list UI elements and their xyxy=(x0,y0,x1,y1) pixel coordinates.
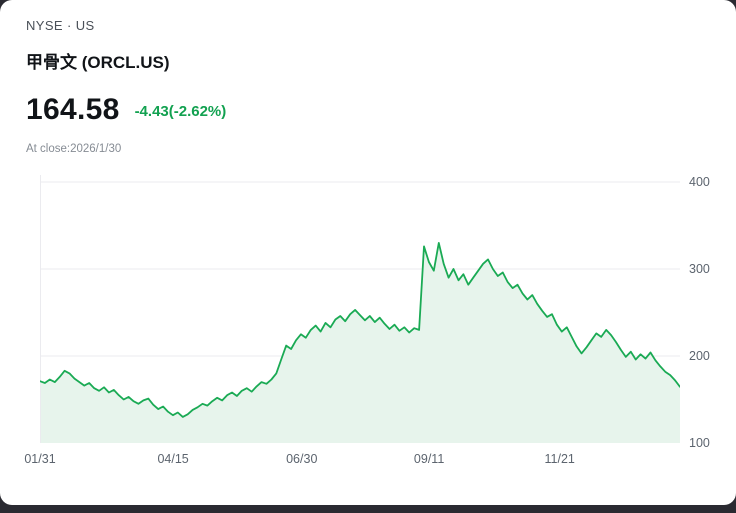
price-row: 164.58 -4.43(-2.62%) xyxy=(26,93,710,127)
x-axis: 01/31 04/15 06/30 09/11 11/21 xyxy=(24,448,680,472)
current-price: 164.58 xyxy=(26,93,120,126)
y-axis-label: 100 xyxy=(689,436,710,450)
y-axis-label: 300 xyxy=(689,262,710,276)
x-axis-label: 01/31 xyxy=(24,452,56,466)
stock-title: 甲骨文 (ORCL.US) xyxy=(26,53,170,72)
y-axis-label: 200 xyxy=(689,349,710,363)
x-axis-label: 06/30 xyxy=(286,452,318,466)
exchange-label: NYSE · US xyxy=(26,18,95,33)
chart-section: 400 300 200 100 01/31 04/15 06/30 09/11 11/21 xyxy=(24,175,710,472)
price-chart[interactable] xyxy=(40,175,680,443)
y-axis-label: 400 xyxy=(689,175,710,189)
x-axis-label: 11/21 xyxy=(544,452,575,466)
x-axis-label: 04/15 xyxy=(157,452,189,466)
price-change: -4.43(-2.62%) xyxy=(134,102,227,120)
close-time-label: At close:2026/1/30 xyxy=(26,143,122,155)
x-axis-label: 09/11 xyxy=(413,452,445,466)
plot-area xyxy=(40,175,680,443)
y-axis: 400 300 200 100 xyxy=(680,175,710,450)
